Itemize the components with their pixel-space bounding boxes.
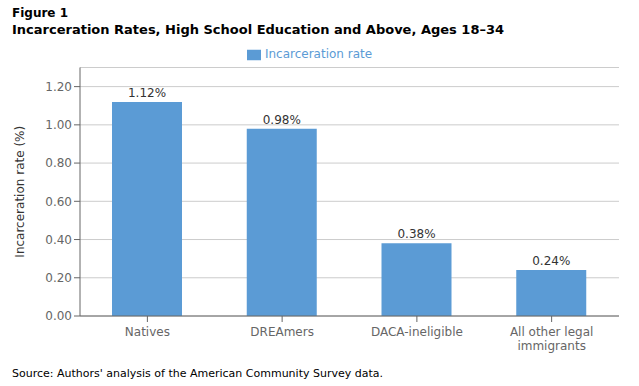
html-text:Figure 1: Figure 1	[12, 6, 68, 20]
svg-text:Natives: Natives	[125, 325, 170, 339]
svg-text:Incarceration rate (%): Incarceration rate (%)	[13, 126, 27, 258]
html-text:Incarceration rate: Incarceration rate	[264, 47, 373, 61]
svg-text:1.12%: 1.12%	[128, 86, 166, 100]
svg-text:0.24%: 0.24%	[532, 254, 570, 268]
svg-text:0.98%: 0.98%	[263, 113, 301, 127]
svg-text:0.00: 0.00	[45, 309, 72, 323]
svg-text:0.60: 0.60	[45, 195, 72, 209]
html-text:Incarceration Rates, High Scho: Incarceration Rates, High School Educati…	[12, 22, 504, 37]
svg-text:0.80: 0.80	[45, 156, 72, 170]
svg-text:1.00: 1.00	[45, 118, 72, 132]
svg-text:0.38%: 0.38%	[397, 227, 435, 241]
svg-text:All other legalimmigrants: All other legalimmigrants	[510, 325, 594, 353]
svg-text:DREAmers: DREAmers	[250, 325, 314, 339]
svg-text:1.20: 1.20	[45, 80, 72, 94]
svg-text:DACA-ineligible: DACA-ineligible	[371, 325, 463, 339]
html-text:Source: Authors' analysis of t: Source: Authors' analysis of the America…	[12, 367, 383, 380]
svg-text:0.40: 0.40	[45, 233, 72, 247]
svg-text:0.20: 0.20	[45, 271, 72, 285]
